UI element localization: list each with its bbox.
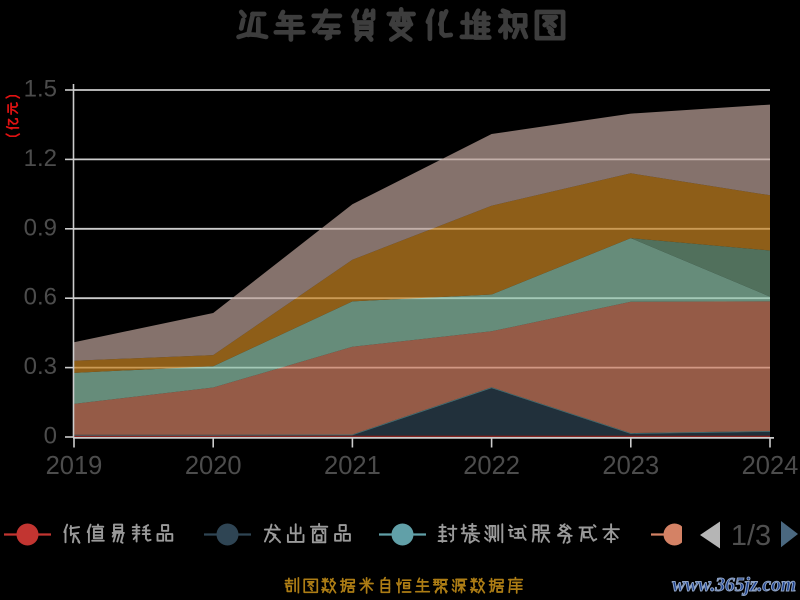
svg-text:0.6: 0.6 xyxy=(24,284,57,311)
svg-text:0.9: 0.9 xyxy=(24,214,57,241)
svg-text:2022: 2022 xyxy=(463,452,520,480)
svg-text:1.2: 1.2 xyxy=(24,145,57,172)
svg-text:0: 0 xyxy=(44,423,57,450)
svg-text:2023: 2023 xyxy=(602,452,659,480)
svg-text:0.3: 0.3 xyxy=(24,353,57,380)
svg-text:www.365jz.com: www.365jz.com xyxy=(672,575,796,596)
svg-text:1/3: 1/3 xyxy=(731,520,771,552)
svg-text:2019: 2019 xyxy=(46,452,103,480)
svg-text:2021: 2021 xyxy=(324,452,381,480)
svg-text:1.5: 1.5 xyxy=(24,76,57,103)
svg-text:2020: 2020 xyxy=(185,452,242,480)
svg-text:2024: 2024 xyxy=(742,452,799,480)
